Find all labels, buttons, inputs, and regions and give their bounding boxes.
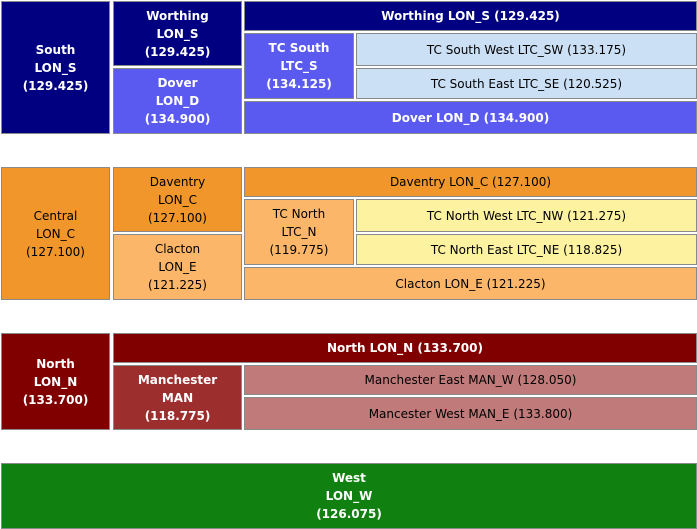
node-title: Daventry xyxy=(149,174,206,189)
row-label: Dover LON_D (134.900) xyxy=(391,110,550,125)
node-value: (118.775) xyxy=(144,408,211,423)
node-title: TC North xyxy=(272,207,326,221)
node-code: LON_D xyxy=(155,94,200,108)
row-label: TC South East LTC_SE (120.525) xyxy=(430,76,623,91)
clacton-node[interactable]: Clacton LON_E (121.225) xyxy=(113,234,242,300)
tc-north-node[interactable]: TC North LTC_N (119.775) xyxy=(244,199,354,265)
node-code: LON_C xyxy=(35,226,76,241)
row-label: Manchester East MAN_W (128.050) xyxy=(364,373,577,387)
node-code: LON_W xyxy=(325,489,373,503)
tc-north-east-row[interactable]: TC North East LTC_NE (118.825) xyxy=(356,234,697,265)
row-label: Worthing LON_S (129.425) xyxy=(381,9,560,23)
tc-south-east-row[interactable]: TC South East LTC_SE (120.525) xyxy=(356,68,697,99)
node-title: North xyxy=(36,356,75,371)
central-root-node[interactable]: Central LON_C (127.100) xyxy=(1,167,110,300)
node-value: (121.225) xyxy=(148,278,207,292)
manchester-west-row[interactable]: Mancester West MAN_E (133.800) xyxy=(244,397,697,430)
node-code: LTC_S xyxy=(280,59,318,73)
daventry-node[interactable]: Daventry LON_C (127.100) xyxy=(113,167,242,232)
row-label: TC North East LTC_NE (118.825) xyxy=(430,242,623,257)
node-title: Worthing xyxy=(146,8,209,23)
node-code: LON_S xyxy=(156,26,199,41)
node-title: Central xyxy=(33,208,78,223)
south-root-node[interactable]: South LON_S (129.425) xyxy=(1,1,110,134)
node-code: MAN xyxy=(161,390,194,405)
row-label: Mancester West MAN_E (133.800) xyxy=(368,406,573,421)
tc-south-west-row[interactable]: TC South West LTC_SW (133.175) xyxy=(356,33,697,66)
daventry-row[interactable]: Daventry LON_C (127.100) xyxy=(244,167,697,197)
manchester-east-row[interactable]: Manchester East MAN_W (128.050) xyxy=(244,365,697,395)
row-label: Daventry LON_C (127.100) xyxy=(389,175,552,189)
node-value: (129.425) xyxy=(22,78,89,93)
node-title: TC South xyxy=(268,41,330,55)
node-title: Dover xyxy=(157,76,198,90)
manchester-node[interactable]: Manchester MAN (118.775) xyxy=(113,365,242,430)
node-title: West xyxy=(332,471,366,485)
tc-north-west-row[interactable]: TC North West LTC_NW (121.275) xyxy=(356,199,697,232)
node-title: Manchester xyxy=(137,372,218,387)
node-code: LON_N xyxy=(33,374,78,389)
worthing-row[interactable]: Worthing LON_S (129.425) xyxy=(244,1,697,31)
row-label: Clacton LON_E (121.225) xyxy=(395,276,546,291)
node-value: (119.775) xyxy=(269,243,329,257)
west-root-node[interactable]: West LON_W (126.075) xyxy=(1,463,697,529)
row-label: TC North West LTC_NW (121.275) xyxy=(426,208,627,223)
node-code: LON_E xyxy=(158,260,197,274)
north-row[interactable]: North LON_N (133.700) xyxy=(113,333,697,363)
row-label: TC South West LTC_SW (133.175) xyxy=(426,42,627,57)
node-value: (134.900) xyxy=(144,112,211,126)
node-value: (126.075) xyxy=(316,507,382,521)
dover-node[interactable]: Dover LON_D (134.900) xyxy=(113,68,242,134)
clacton-row[interactable]: Clacton LON_E (121.225) xyxy=(244,267,697,300)
node-value: (134.125) xyxy=(266,77,332,91)
dover-row[interactable]: Dover LON_D (134.900) xyxy=(244,101,697,134)
node-value: (127.100) xyxy=(26,244,85,259)
row-label: North LON_N (133.700) xyxy=(327,341,483,355)
tc-south-node[interactable]: TC South LTC_S (134.125) xyxy=(244,33,354,99)
north-root-node[interactable]: North LON_N (133.700) xyxy=(1,333,110,430)
node-value: (127.100) xyxy=(148,210,207,225)
node-code: LON_S xyxy=(34,60,77,75)
node-value: (133.700) xyxy=(22,392,89,407)
node-title: Clacton xyxy=(154,242,201,256)
node-title: South xyxy=(35,42,76,57)
node-code: LON_C xyxy=(157,192,198,207)
worthing-node[interactable]: Worthing LON_S (129.425) xyxy=(113,1,242,66)
node-code: LTC_N xyxy=(281,225,317,239)
node-value: (129.425) xyxy=(144,44,211,59)
